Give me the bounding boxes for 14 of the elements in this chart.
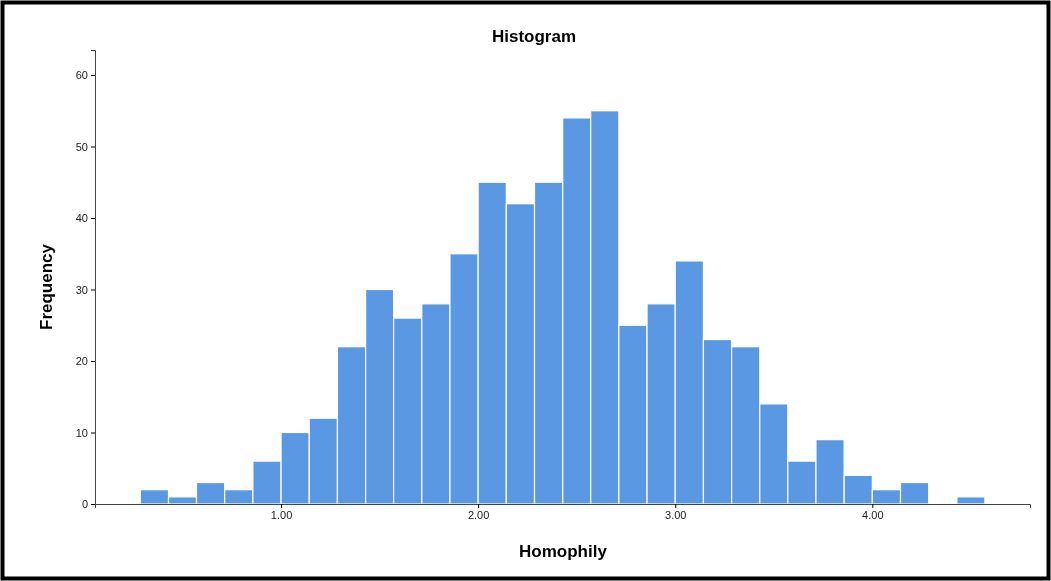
x-tick-label: 3.00 bbox=[665, 508, 687, 521]
y-axis-title: Frequency bbox=[37, 243, 56, 330]
y-tick-label: 30 bbox=[75, 283, 88, 296]
chart-title: Histogram bbox=[491, 27, 577, 46]
y-tick-label: 40 bbox=[75, 212, 88, 225]
y-tick-label: 0 bbox=[81, 498, 88, 511]
x-tick-label: 1.00 bbox=[270, 508, 293, 521]
y-tick-label: 20 bbox=[75, 355, 88, 368]
x-tick-label: 4.00 bbox=[862, 508, 884, 521]
x-tick-label: 2.00 bbox=[467, 508, 490, 521]
x-axis-title: Homophily bbox=[519, 542, 608, 561]
y-tick-label: 10 bbox=[75, 426, 88, 439]
y-tick-label: 50 bbox=[75, 140, 88, 153]
y-tick-label: 60 bbox=[75, 69, 88, 82]
